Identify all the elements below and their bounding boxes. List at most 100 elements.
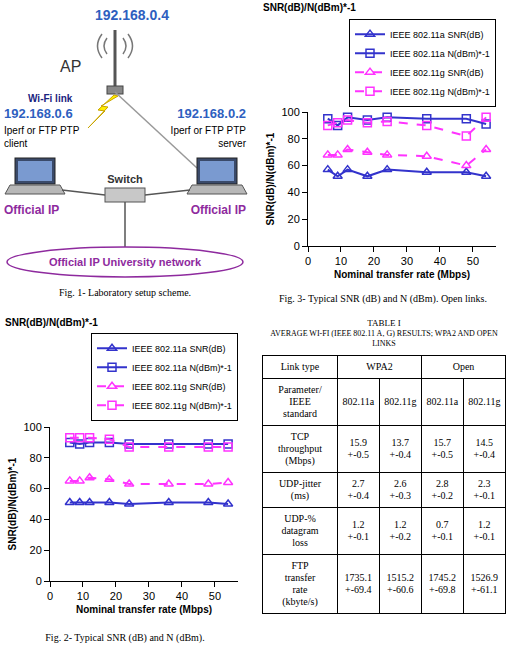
html-text:15.9: 15.9 [349,437,368,448]
html-text:UDP-jitter: UDP-jitter [278,478,322,489]
svg-text:80: 80 [288,133,300,145]
svg-text:Iperf or FTP PTP: Iperf or FTP PTP [171,125,247,136]
svg-text:IEEE 802.11a N(dBm)*-1: IEEE 802.11a N(dBm)*-1 [390,49,490,59]
svg-text:Official IP: Official IP [4,203,59,217]
svg-text:40: 40 [176,590,188,602]
svg-text:192.168.0.6: 192.168.0.6 [4,106,73,121]
svg-text:Fig. 1- Laboratory setup schem: Fig. 1- Laboratory setup scheme. [59,287,191,298]
html-text:(Mbps): (Mbps) [285,455,315,466]
svg-text:SNR(dB)/N(dBm)*-1: SNR(dB)/N(dBm)*-1 [5,317,98,328]
html-text:transfer: transfer [284,572,316,583]
svg-text:IEEE 802.11g N(dBm)*-1: IEEE 802.11g N(dBm)*-1 [132,401,232,411]
html-text:2.7: 2.7 [352,478,365,489]
svg-text:SNR(dB)/N(dBm)*-1: SNR(dB)/N(dBm)*-1 [263,2,356,13]
svg-text:20: 20 [368,255,380,267]
svg-text:20: 20 [288,213,300,225]
html-text:Open: Open [452,361,475,372]
html-text:1.2: 1.2 [352,519,365,530]
svg-text:Iperf or FTP PTP: Iperf or FTP PTP [4,125,80,136]
html-text:0.7: 0.7 [436,519,449,530]
svg-text:20: 20 [110,590,122,602]
svg-text:IEEE 802.11a SNR(dB): IEEE 802.11a SNR(dB) [390,30,483,40]
html-text:+-0.1: +-0.1 [347,531,370,542]
html-text:standard: standard [283,408,317,419]
svg-text:IEEE 802.11a SNR(dB): IEEE 802.11a SNR(dB) [132,344,225,354]
svg-text:10: 10 [335,255,347,267]
svg-text:20: 20 [30,544,42,556]
svg-text:100: 100 [23,421,41,433]
svg-text:server: server [218,138,246,149]
html-text:AVERAGE WI-FI (IEEE 802.11 A,: AVERAGE WI-FI (IEEE 802.11 A, G) RESULTS… [270,329,498,348]
svg-text:60: 60 [288,159,300,171]
svg-text:80: 80 [30,452,42,464]
svg-text:Official IP University network: Official IP University network [49,256,202,268]
svg-text:IEEE 802.11g N(dBm)*-1: IEEE 802.11g N(dBm)*-1 [390,87,490,97]
svg-text:40: 40 [434,255,446,267]
html-text:throughput: throughput [278,443,322,454]
svg-text:IEEE 802.11g SNR(dB): IEEE 802.11g SNR(dB) [390,68,483,78]
html-text:+-0.4: +-0.4 [389,449,412,460]
html-text:2.6: 2.6 [394,478,407,489]
html-text:+-0.1: +-0.1 [431,531,454,542]
svg-text:100: 100 [281,106,299,118]
svg-text:Switch: Switch [107,173,143,185]
svg-text:50: 50 [209,590,221,602]
html-text:15.7: 15.7 [433,437,452,448]
html-text:IEEE: IEEE [289,396,311,407]
html-text:+-0.2: +-0.2 [389,531,412,542]
html-text:+-0.5: +-0.5 [347,449,370,460]
svg-text:0: 0 [36,575,42,587]
html-text:1.2: 1.2 [478,519,491,530]
svg-text:client: client [4,138,28,149]
html-text:rate: rate [292,584,308,595]
html-text:+-0.2: +-0.2 [431,490,454,501]
svg-text:Wi-Fi link: Wi-Fi link [28,93,73,104]
html-text:2.8: 2.8 [436,478,449,489]
html-text:+-0.4: +-0.4 [473,449,496,460]
html-text:Fig. 3- Typical SNR (dB) and N: Fig. 3- Typical SNR (dB) and N (dBm). Op… [279,293,487,304]
html-text:WPA2: WPA2 [366,361,393,372]
svg-text:Official IP: Official IP [191,203,246,217]
html-text:+-0.5: +-0.5 [431,449,454,460]
svg-text:50: 50 [467,255,479,267]
html-text:+-0.1: +-0.1 [473,531,496,542]
html-text:1.2: 1.2 [394,519,407,530]
svg-text:SNR(dB)/N(dBm)*-1: SNR(dB)/N(dBm)*-1 [7,457,18,550]
svg-text:30: 30 [143,590,155,602]
html-text:802.11a: 802.11a [426,396,459,407]
svg-text:192.168.0.4: 192.168.0.4 [95,7,169,23]
html-text:(ms): (ms) [290,490,310,501]
html-text:+-0.4: +-0.4 [347,490,370,501]
svg-text:AP: AP [60,58,81,75]
html-text:2.3: 2.3 [478,478,491,489]
svg-text:0: 0 [47,590,53,602]
html-text:802.11g: 802.11g [384,396,417,407]
html-text:Link type: Link type [280,361,320,372]
html-text:14.5: 14.5 [475,437,494,448]
svg-text:60: 60 [30,482,42,494]
svg-text:0: 0 [305,255,311,267]
svg-text:30: 30 [401,255,413,267]
html-text:Parameter/: Parameter/ [278,384,322,395]
html-text:802.11g: 802.11g [468,396,501,407]
html-text:Fig. 2- Typical SNR (dB) and N: Fig. 2- Typical SNR (dB) and N (dBm). [45,632,205,643]
html-text:FTP: FTP [291,560,309,571]
html-text:+-0.3: +-0.3 [389,490,412,501]
html-text:+-0.1: +-0.1 [473,490,496,501]
html-text:13.7: 13.7 [391,437,410,448]
svg-text:192.168.0.2: 192.168.0.2 [177,106,246,121]
html-text:802.11a: 802.11a [342,396,375,407]
svg-text:10: 10 [77,590,89,602]
html-text:TCP: TCP [290,431,310,442]
svg-text:Nominal transfer rate (Mbps): Nominal transfer rate (Mbps) [76,604,212,615]
svg-text:SNR(dB)/N(dBm)*-1: SNR(dB)/N(dBm)*-1 [265,132,276,225]
svg-text:0: 0 [294,240,300,252]
svg-text:40: 40 [30,513,42,525]
svg-text:40: 40 [288,186,300,198]
svg-text:Nominal transfer rate (Mbps): Nominal transfer rate (Mbps) [334,269,470,280]
html-text:UDP-%: UDP-% [284,513,316,524]
svg-text:IEEE 802.11g SNR(dB): IEEE 802.11g SNR(dB) [132,382,225,392]
html-text:loss: loss [292,537,308,548]
html-text:datagram: datagram [281,525,319,536]
svg-text:IEEE 802.11a N(dBm)*-1: IEEE 802.11a N(dBm)*-1 [132,363,232,373]
